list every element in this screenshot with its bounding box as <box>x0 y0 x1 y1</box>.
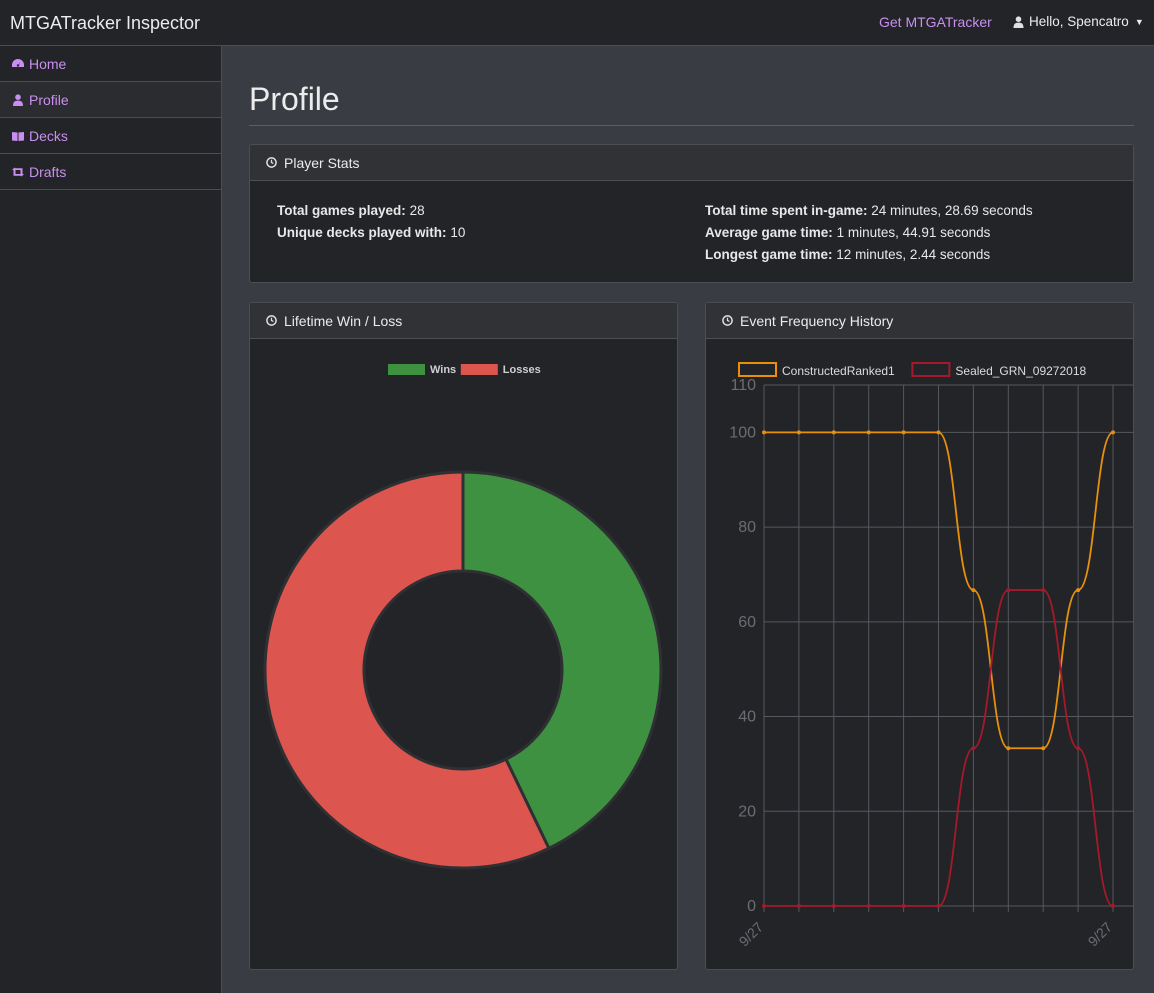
sidebar-item-label: Home <box>29 55 67 72</box>
sidebar: Home Profile Decks Drafts <box>0 46 222 993</box>
series-point-0 <box>1111 430 1115 435</box>
user-greeting: Hello, Spencatro <box>1029 14 1129 29</box>
clock-icon <box>266 157 277 168</box>
series-point-1 <box>1041 588 1046 593</box>
donut-slice-losses <box>263 470 551 870</box>
win-loss-donut-chart: Wins Losses <box>263 364 663 870</box>
clock-icon <box>266 315 277 326</box>
sidebar-item-label: Drafts <box>29 163 67 180</box>
panel-heading: Lifetime Win / Loss <box>250 303 677 339</box>
total-time-stat: Total time spent in-game: 24 minutes, 28… <box>705 200 1033 222</box>
stat-label: Longest game time: <box>705 247 833 262</box>
series-point-0 <box>936 430 941 435</box>
panel-title: Event Frequency History <box>740 312 894 329</box>
series-point-1 <box>901 904 906 908</box>
stat-label: Total time spent in-game: <box>705 203 868 218</box>
clock-icon <box>722 315 733 326</box>
series-point-1 <box>796 904 801 908</box>
legend-label: Losses <box>503 364 541 376</box>
legend-label: ConstructedRanked1 <box>782 364 895 378</box>
win-loss-panel: Lifetime Win / Loss Wins Losses <box>249 302 678 970</box>
legend-label: Sealed_GRN_09272018 <box>955 364 1086 378</box>
legend-item-1: Sealed_GRN_09272018 <box>911 362 1086 378</box>
series-point-1 <box>1111 904 1115 908</box>
longest-time-stat: Longest game time: 12 minutes, 2.44 seco… <box>705 244 1033 266</box>
series-point-1 <box>762 904 766 908</box>
series-point-0 <box>866 430 871 435</box>
y-tick-label: 110 <box>730 377 756 394</box>
y-tick-label: 60 <box>738 614 756 631</box>
series-point-1 <box>936 904 941 908</box>
series-point-1 <box>831 904 836 908</box>
stat-value: 10 <box>450 225 466 240</box>
page-title: Profile <box>249 81 340 117</box>
x-tick-label: 9/27 <box>1085 919 1116 950</box>
legend-label: Wins <box>430 364 456 376</box>
sidebar-item-drafts[interactable]: Drafts <box>0 154 221 190</box>
get-mtgatracker-link[interactable]: Get MTGATracker <box>879 14 992 30</box>
event-frequency-line-chart: ConstructedRanked1 Sealed_GRN_09272018 0 20… <box>729 362 1133 950</box>
stat-value: 28 <box>409 203 425 218</box>
sidebar-item-profile[interactable]: Profile <box>0 82 221 118</box>
series-point-1 <box>1006 588 1011 593</box>
top-navbar: MTGATracker Inspector Get MTGATracker He… <box>0 0 1154 46</box>
series-point-0 <box>1006 746 1011 751</box>
y-tick-label: 80 <box>738 519 756 536</box>
sidebar-item-label: Profile <box>29 91 69 108</box>
legend-swatch <box>738 362 777 377</box>
panel-heading: Event Frequency History <box>706 303 1133 339</box>
sidebar-item-label: Decks <box>29 127 68 144</box>
series-point-0 <box>901 430 906 435</box>
series-point-1 <box>1076 746 1081 751</box>
panel-title: Lifetime Win / Loss <box>284 312 403 329</box>
book-icon <box>12 131 24 141</box>
series-point-0 <box>796 430 801 435</box>
donut-slice-wins <box>461 470 663 851</box>
sidebar-item-decks[interactable]: Decks <box>0 118 221 154</box>
average-time-stat: Average game time: 1 minutes, 44.91 seco… <box>705 222 1033 244</box>
series-point-0 <box>1041 746 1046 751</box>
stats-left-column: Total games played: 28 Unique decks play… <box>277 200 465 244</box>
caret-down-icon: ▼ <box>1134 16 1144 27</box>
panel-title: Player Stats <box>284 154 360 171</box>
sidebar-item-home[interactable]: Home <box>0 46 221 82</box>
user-menu-dropdown[interactable]: Hello, Spencatro ▼ <box>1013 14 1144 29</box>
stats-right-column: Total time spent in-game: 24 minutes, 28… <box>705 200 1033 266</box>
legend-item-losses: Losses <box>460 364 541 376</box>
legend-swatch <box>911 362 951 377</box>
series-point-1 <box>971 746 976 751</box>
y-tick-label: 20 <box>738 803 756 820</box>
title-divider <box>249 125 1134 126</box>
total-games-stat: Total games played: 28 <box>277 200 465 222</box>
legend-item-wins: Wins <box>388 364 456 376</box>
player-stats-panel: Player Stats Total games played: 28 Uniq… <box>249 144 1134 283</box>
dashboard-icon <box>12 58 24 67</box>
legend-swatch <box>460 364 498 375</box>
series-point-0 <box>762 430 766 435</box>
main-content: Profile Player Stats Total games played:… <box>222 46 1154 993</box>
retweet-icon <box>12 167 24 176</box>
panel-heading: Player Stats <box>250 145 1133 181</box>
stat-value: 24 minutes, 28.69 seconds <box>871 203 1033 218</box>
legend-item-0: ConstructedRanked1 <box>738 362 895 378</box>
legend-swatch <box>388 364 425 375</box>
stat-label: Total games played: <box>277 203 406 218</box>
series-point-0 <box>831 430 836 435</box>
y-tick-label: 100 <box>729 424 756 441</box>
app-brand[interactable]: MTGATracker Inspector <box>10 13 201 33</box>
user-icon <box>1013 15 1024 28</box>
series-point-1 <box>866 904 871 908</box>
y-tick-label: 40 <box>738 709 756 726</box>
event-frequency-panel: Event Frequency History ConstructedRanke… <box>705 302 1134 970</box>
user-icon <box>13 93 23 106</box>
stat-value: 12 minutes, 2.44 seconds <box>836 247 991 262</box>
series-point-0 <box>971 588 976 593</box>
unique-decks-stat: Unique decks played with: 10 <box>277 222 465 244</box>
stat-value: 1 minutes, 44.91 seconds <box>836 225 991 240</box>
series-point-0 <box>1076 588 1081 593</box>
x-tick-label: 9/27 <box>736 919 767 950</box>
stat-label: Unique decks played with: <box>277 225 447 240</box>
stat-label: Average game time: <box>705 225 833 240</box>
y-tick-label: 0 <box>747 898 756 915</box>
